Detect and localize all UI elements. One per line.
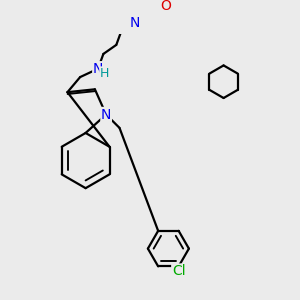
Text: H: H: [100, 67, 109, 80]
Text: Cl: Cl: [172, 264, 185, 278]
Text: N: N: [129, 16, 140, 30]
Text: N: N: [93, 62, 103, 76]
Text: N: N: [101, 107, 111, 122]
Text: N: N: [129, 16, 140, 30]
Text: O: O: [160, 0, 171, 14]
